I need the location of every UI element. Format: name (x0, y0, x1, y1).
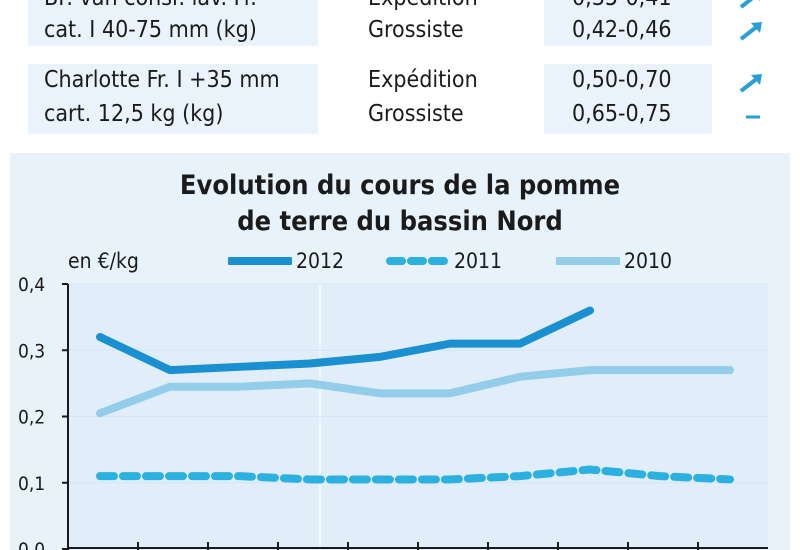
series-line-2011 (96, 465, 734, 484)
series-line-2012 (96, 306, 594, 375)
legend-swatch-2011 (386, 257, 450, 265)
product-name: BF. van consr. lav. Fr. (44, 0, 257, 14)
y-tick-label: 0,4 (18, 274, 45, 296)
stable-dash-icon (746, 115, 760, 119)
up-arrow-icon (739, 74, 762, 93)
legend-swatch-2012 (228, 257, 292, 265)
stage-label: Expédition (368, 0, 478, 14)
up-arrow-icon (739, 0, 761, 9)
price-range: 0,65-0,75 (572, 101, 672, 127)
up-arrow-icon (739, 22, 762, 41)
stage-label: Grossiste (368, 17, 464, 43)
legend-label-2011: 2011 (454, 249, 503, 273)
y-tick-label: 0,0 (18, 539, 45, 550)
stage-label: Grossiste (368, 101, 464, 127)
y-tick-label: 0,2 (18, 407, 45, 429)
product-spec: cat. I 40-75 mm (kg) (44, 17, 257, 43)
product-cell (28, 0, 318, 46)
y-tick-label: 0,3 (18, 340, 45, 362)
legend-swatch-2010 (556, 257, 620, 265)
legend-label-2012: 2012 (296, 249, 345, 273)
value-cell (544, 0, 712, 46)
series-line-2010 (96, 366, 734, 418)
chart-title-line2: de terre du bassin Nord (237, 206, 563, 237)
table-row: Charlotte Fr. I +35 mm cart. 12,5 kg (kg… (28, 64, 788, 134)
table-row: BF. van consr. lav. Fr. cat. I 40-75 mm … (28, 0, 788, 46)
price-range: 0,35-0,41 (572, 0, 672, 14)
price-range: 0,42-0,46 (572, 17, 672, 43)
product-spec: cart. 12,5 kg (kg) (44, 101, 224, 127)
y-axis-unit: en €/kg (68, 249, 139, 273)
value-cell (544, 64, 712, 134)
legend-label-2010: 2010 (624, 249, 673, 273)
product-cell (28, 64, 318, 134)
chart-title-line1: Evolution du cours de la pomme (179, 170, 621, 201)
product-name: Charlotte Fr. I +35 mm (44, 67, 280, 93)
stage-label: Expédition (368, 67, 478, 93)
price-range: 0,50-0,70 (572, 67, 672, 93)
y-tick-label: 0,1 (18, 473, 45, 495)
